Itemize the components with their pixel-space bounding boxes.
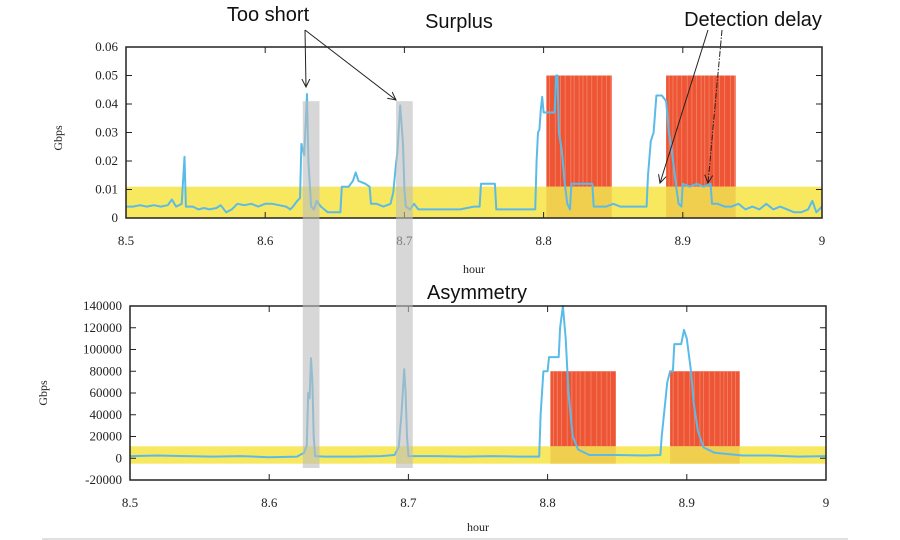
chart-title: Surplus	[425, 11, 493, 33]
y-tick-label: 0.05	[95, 68, 118, 83]
alarm-block	[550, 371, 615, 446]
y-tick-label: 0.06	[95, 39, 118, 54]
alarm-region	[670, 371, 740, 463]
y-tick-label: 20000	[90, 429, 123, 444]
x-tick-label: 9	[823, 495, 830, 510]
too-short-region	[396, 101, 413, 468]
too-short-arrow-1	[305, 30, 306, 87]
x-tick-label: 8.8	[539, 495, 555, 510]
x-tick-label: 8.9	[675, 233, 691, 248]
chart-canvas: 8.5 8.6 8.7 8.8 8.9 9 0 0.01 0.02 0.03 0.04 0.05 0.0…	[0, 0, 900, 540]
y-tick-label: 0.02	[95, 153, 118, 168]
x-axis-label: hour	[467, 520, 489, 534]
x-tick-label: 8.5	[122, 495, 138, 510]
y-tick-label: 140000	[83, 298, 122, 313]
x-tick-label: 8.9	[679, 495, 695, 510]
y-tick-label: 0.01	[95, 182, 118, 197]
x-tick-label: 9	[819, 233, 826, 248]
y-axis-label: Gbps	[51, 125, 65, 151]
x-tick-label: 8.7	[400, 495, 417, 510]
too-short-arrow-2	[305, 30, 396, 100]
x-tick-label: 8.5	[118, 233, 134, 248]
alarm-block	[670, 371, 740, 446]
too-short-region	[303, 101, 320, 468]
too-short-annotation: Too short	[227, 4, 310, 26]
y-tick-label: 80000	[90, 363, 123, 378]
alarm-region	[666, 76, 736, 219]
y-tick-label: 120000	[83, 320, 122, 335]
chart-title: Asymmetry	[427, 282, 527, 304]
asymmetry-plot: 8.5 8.6 8.7 8.8 8.9 9 -20000 0 20000 40000 60000 80…	[36, 282, 829, 534]
too-short-regions	[303, 101, 413, 468]
detection-delay-annotation: Detection delay	[684, 9, 822, 31]
y-tick-label: 100000	[83, 342, 122, 357]
y-tick-label: -20000	[85, 472, 122, 487]
x-tick-label: 8.8	[535, 233, 551, 248]
y-tick-label: 0	[116, 450, 123, 465]
x-tick-label: 8.6	[257, 233, 274, 248]
x-axis-label: hour	[463, 262, 485, 276]
y-tick-label: 60000	[90, 385, 123, 400]
y-axis-label: Gbps	[36, 380, 50, 406]
x-tick-label: 8.6	[261, 495, 278, 510]
surplus-plot: 8.58.68.78.88.9900.010.020.030.040.050.0…	[51, 11, 825, 276]
y-tick-label: 0	[112, 210, 119, 225]
y-tick-label: 0.04	[95, 96, 118, 111]
alarm-band-overlap	[546, 187, 611, 218]
y-tick-label: 0.03	[95, 125, 118, 140]
alarm-region	[550, 371, 615, 463]
y-tick-label: 40000	[90, 407, 123, 422]
